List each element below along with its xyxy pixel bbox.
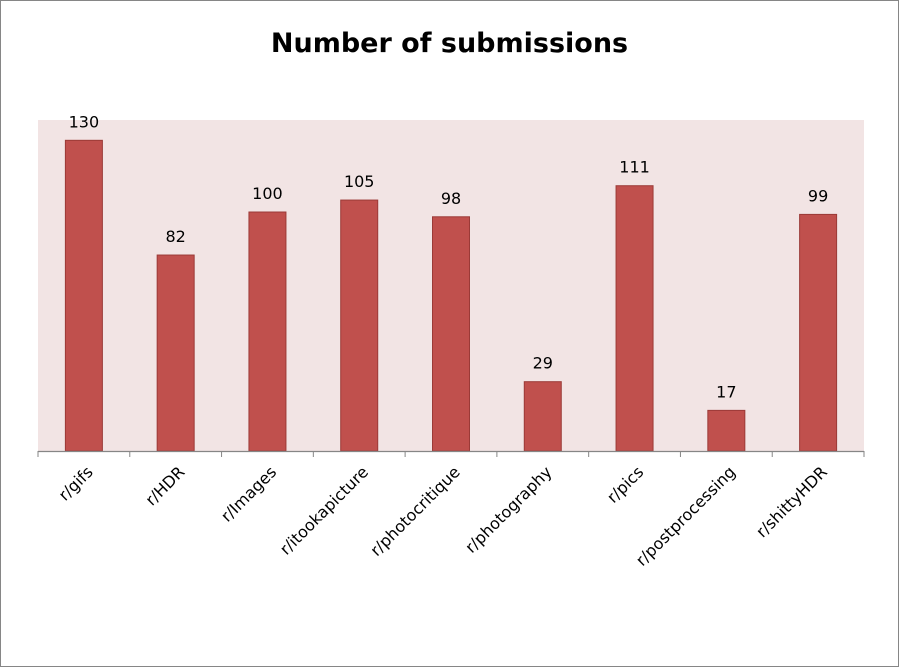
bars-layer bbox=[64, 139, 838, 452]
data-label: 130 bbox=[69, 112, 100, 131]
data-label: 111 bbox=[619, 158, 650, 177]
bar-r-shittyhdr bbox=[799, 213, 838, 452]
x-tick-label: r/gifs bbox=[55, 462, 97, 504]
x-tick-label: r/HDR bbox=[142, 462, 189, 509]
bar-r-images bbox=[248, 211, 287, 452]
x-tick-label: r/itookapicture bbox=[276, 462, 372, 558]
data-labels-layer: 130 82 100 105 98 29 111 17 99 bbox=[69, 112, 829, 401]
x-tick-label: r/shittyHDR bbox=[752, 462, 831, 541]
bar-r-photography bbox=[523, 381, 562, 452]
data-label: 29 bbox=[533, 354, 553, 373]
bar-r-postprocessing bbox=[707, 409, 746, 452]
data-label: 82 bbox=[165, 227, 185, 246]
x-tick-labels-layer: r/gifs r/HDR r/Imagesr/itookapicturer/phot… bbox=[55, 462, 831, 569]
chart-title: Number of submissions bbox=[270, 28, 629, 59]
x-tick-label: r/postprocessing bbox=[632, 462, 739, 569]
x-tick-label: r/Images bbox=[217, 462, 280, 525]
bar-r-hdr bbox=[156, 254, 195, 452]
data-label: 100 bbox=[252, 184, 283, 203]
x-tick-label: r/photography bbox=[461, 462, 555, 556]
data-label: 98 bbox=[441, 189, 461, 208]
bar-r-itookapicture bbox=[340, 199, 379, 452]
x-tick-label: r/photocritique bbox=[366, 462, 463, 559]
bar-r-gifs bbox=[64, 139, 103, 452]
data-label: 17 bbox=[716, 382, 736, 401]
bar-r-photocritique bbox=[432, 216, 470, 452]
bar-r-pics bbox=[615, 185, 654, 452]
x-tick-label: r/pics bbox=[603, 462, 647, 506]
data-label: 99 bbox=[808, 186, 828, 205]
x-tick-marks-layer bbox=[37, 451, 865, 457]
data-label: 105 bbox=[344, 172, 375, 191]
